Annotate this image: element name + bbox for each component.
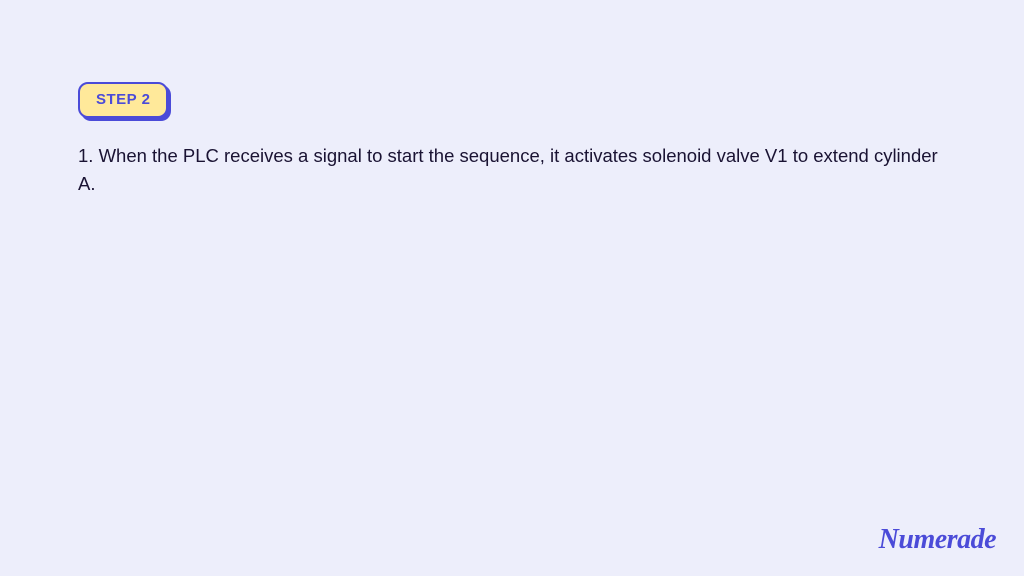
brand-logo: Numerade (879, 524, 996, 556)
content-area: STEP 2 1. When the PLC receives a signal… (0, 0, 1024, 198)
step-body-text: 1. When the PLC receives a signal to sta… (78, 142, 946, 198)
step-badge: STEP 2 (78, 82, 168, 118)
step-badge-label: STEP 2 (96, 91, 150, 108)
